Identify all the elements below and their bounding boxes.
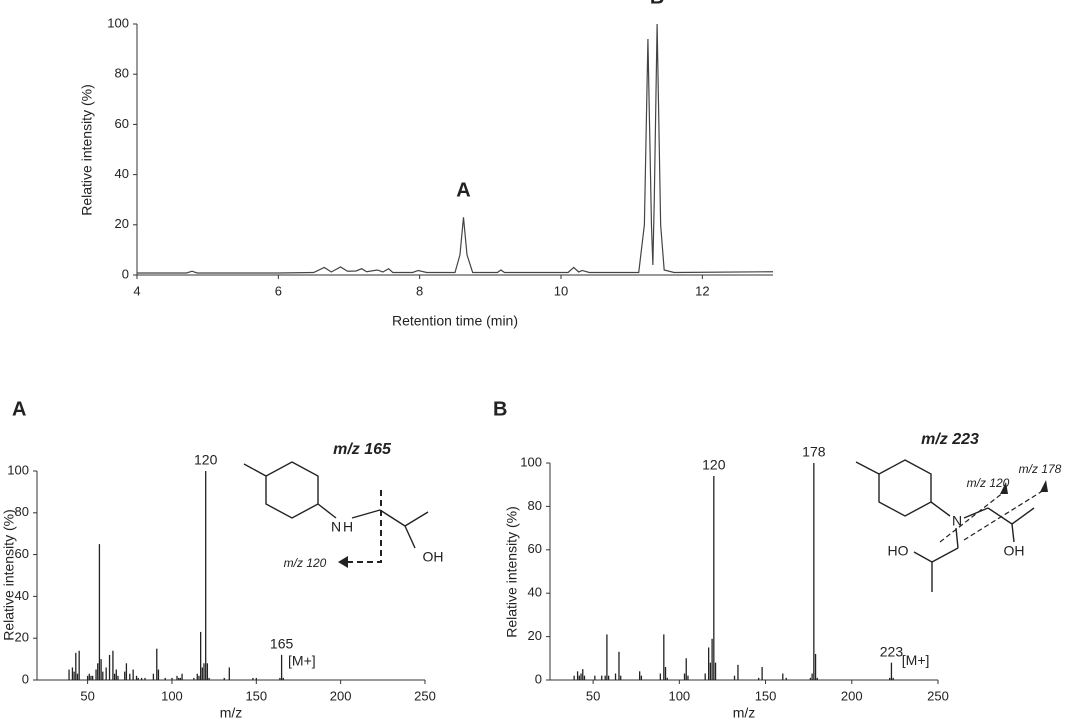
y-tick-label: 100	[520, 454, 542, 469]
arrow-head	[1040, 480, 1048, 492]
structure-label: m/z 120	[967, 476, 1010, 490]
peak-annotation: 178	[802, 444, 826, 460]
peak-annotation: 120	[702, 457, 726, 473]
bond	[1011, 507, 1035, 525]
x-tick-label: 4	[133, 283, 140, 298]
y-tick-label: 100	[107, 15, 129, 30]
y-tick-label: 60	[115, 116, 129, 131]
bond	[379, 509, 406, 527]
structure-label: OH	[423, 549, 444, 565]
y-axis-label: Relative intensity (%)	[1, 509, 17, 641]
bond	[317, 503, 337, 519]
benzene-ring	[265, 461, 319, 519]
y-tick-label: 80	[528, 498, 542, 513]
y-axis-label: Relative intensity (%)	[79, 84, 95, 216]
x-tick-label: 12	[695, 283, 709, 298]
y-tick-label: 80	[115, 66, 129, 81]
x-tick-label: 50	[586, 688, 600, 703]
x-axis-label: Retention time (min)	[392, 313, 518, 329]
arrow-head	[1000, 482, 1008, 494]
y-tick-label: 60	[15, 546, 29, 561]
panel-label: B	[493, 398, 507, 420]
structure-title: m/z 223	[921, 431, 979, 448]
peak-annotation: [M+]	[902, 652, 930, 668]
cleavage-line	[939, 489, 1045, 543]
panel-label: A	[12, 398, 26, 420]
structure-label: N	[952, 513, 962, 529]
x-axis-label: m/z	[733, 705, 756, 721]
y-tick-label: 20	[528, 628, 542, 643]
x-tick-label: 250	[927, 688, 949, 703]
bond	[243, 463, 267, 477]
peak-annotation: 120	[194, 452, 218, 468]
bond	[404, 511, 429, 527]
structure-label: H	[343, 519, 353, 535]
structure-label: N	[331, 519, 341, 535]
x-tick-label: 200	[330, 688, 352, 703]
structure-label: m/z 120	[284, 556, 327, 570]
arrow-head	[338, 556, 348, 568]
y-axis-label: Relative intensity (%)	[504, 506, 520, 638]
benzene-ring	[878, 459, 932, 517]
structure-label: HO	[888, 543, 909, 559]
structure-title: m/z 165	[333, 441, 392, 458]
x-tick-label: 250	[414, 688, 436, 703]
bond	[1011, 523, 1015, 543]
y-tick-label: 40	[15, 588, 29, 603]
y-tick-label: 60	[528, 541, 542, 556]
x-tick-label: 6	[275, 283, 282, 298]
x-tick-label: 10	[554, 283, 568, 298]
structure-label: m/z 178	[1019, 462, 1062, 476]
y-tick-label: 40	[528, 585, 542, 600]
x-tick-label: 200	[841, 688, 863, 703]
bond	[963, 507, 989, 519]
x-tick-label: 8	[416, 283, 423, 298]
peak-annotation: [M+]	[288, 652, 316, 668]
peak-annotation: B	[650, 0, 664, 8]
x-tick-label: 150	[755, 688, 777, 703]
x-tick-label: 100	[161, 688, 183, 703]
bond	[987, 507, 1013, 525]
y-tick-label: 40	[115, 166, 129, 181]
peak-annotation: 223	[880, 643, 904, 659]
y-tick-label: 80	[15, 504, 29, 519]
bond	[855, 461, 880, 475]
bond	[404, 525, 416, 549]
bond	[913, 551, 933, 563]
y-tick-label: 0	[535, 671, 542, 686]
peak-annotation: 165	[270, 636, 294, 652]
y-tick-label: 100	[7, 462, 29, 477]
y-tick-label: 0	[122, 266, 129, 281]
x-axis-label: m/z	[220, 705, 243, 721]
cleavage-line	[348, 490, 382, 563]
chromatogram-line	[137, 23, 774, 274]
x-tick-label: 150	[245, 688, 267, 703]
structure-label: OH	[1004, 543, 1025, 559]
bond	[955, 527, 959, 549]
bond	[930, 501, 951, 517]
peak-annotation: A	[456, 180, 470, 202]
x-tick-label: 100	[668, 688, 690, 703]
bond	[351, 509, 381, 519]
y-tick-label: 20	[15, 630, 29, 645]
x-tick-label: 50	[80, 688, 94, 703]
y-tick-label: 20	[115, 216, 129, 231]
bond	[931, 547, 959, 563]
y-tick-label: 0	[22, 671, 29, 686]
